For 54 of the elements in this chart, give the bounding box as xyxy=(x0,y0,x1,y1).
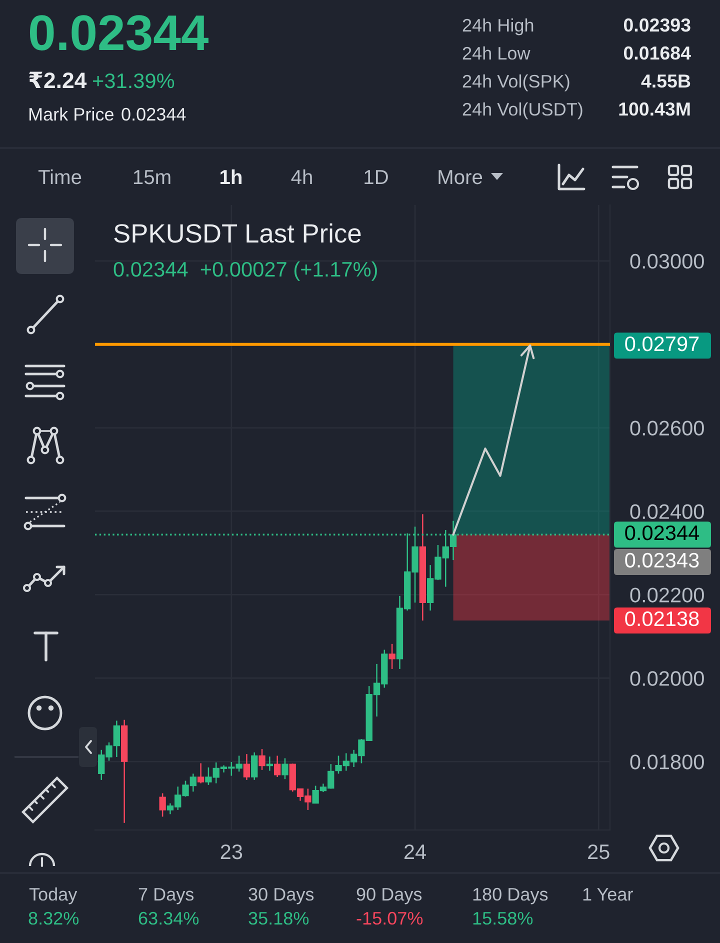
band-label: 0.02797 xyxy=(625,336,699,352)
y-tick-label: 0.03000 xyxy=(630,254,704,269)
text: 63.34% xyxy=(138,912,199,925)
x-tick-label: 23 xyxy=(220,844,242,860)
text: -15.07% xyxy=(356,912,423,925)
text: 7 Days xyxy=(138,888,194,904)
text: 4h xyxy=(291,169,312,184)
text: Time xyxy=(38,169,82,184)
text: 100.43M xyxy=(619,102,690,116)
text: ₹2.24 xyxy=(29,72,87,88)
y-tick-label: 0.01800 xyxy=(630,754,704,770)
text: 15m xyxy=(134,170,170,184)
text: 8.32% xyxy=(28,912,79,925)
text: Today xyxy=(29,887,78,904)
candlestick xyxy=(197,762,204,784)
text: More xyxy=(438,170,482,184)
text: 180 Days xyxy=(473,888,548,904)
y-tick-label: 0.02200 xyxy=(630,588,704,602)
x-tick-label: 24 xyxy=(404,844,426,859)
y-tick-label: 0.02000 xyxy=(630,671,704,686)
text: 30 Days xyxy=(248,888,314,904)
text: 1 Year xyxy=(583,888,633,901)
text: 0.02343 xyxy=(625,552,699,568)
band-label: 0.02138 xyxy=(625,611,699,626)
candlestick xyxy=(388,643,396,670)
candlestick xyxy=(243,753,250,781)
text: 4.55B xyxy=(641,74,690,88)
text: 0.02344 +0.00027 (+1.17%) xyxy=(114,261,377,281)
text: 0.01684 xyxy=(624,46,691,60)
candlestick xyxy=(159,792,166,818)
candlestick xyxy=(274,755,281,778)
text: 24h High xyxy=(462,18,534,36)
text: 15.58% xyxy=(473,912,533,925)
text: 35.18% xyxy=(248,912,309,925)
candlestick xyxy=(258,748,266,771)
candlestick xyxy=(251,752,258,781)
text: 24h Low xyxy=(462,46,530,60)
text: 0.02344 xyxy=(30,15,208,51)
candlestick xyxy=(282,758,288,780)
ref-line-label: 0.02344 xyxy=(625,525,700,540)
text: 24h Vol(SPK) xyxy=(462,74,570,92)
text: SPKUSDT Last Price xyxy=(114,223,361,243)
x-tick-label: 25 xyxy=(588,844,610,860)
text: 90 Days xyxy=(356,888,422,904)
y-tick-label: 0.02600 xyxy=(630,420,704,436)
text: 1D xyxy=(364,170,388,184)
text: 0.02393 xyxy=(624,18,690,32)
text: 0.02344 xyxy=(122,108,186,121)
text: 24h Vol(USDT) xyxy=(462,102,582,120)
candlestick xyxy=(266,756,273,772)
text: +31.39% xyxy=(93,73,174,88)
text: 1h xyxy=(220,169,242,184)
y-tick-label: 0.02400 xyxy=(630,504,704,519)
text: Mark Price xyxy=(29,107,114,121)
